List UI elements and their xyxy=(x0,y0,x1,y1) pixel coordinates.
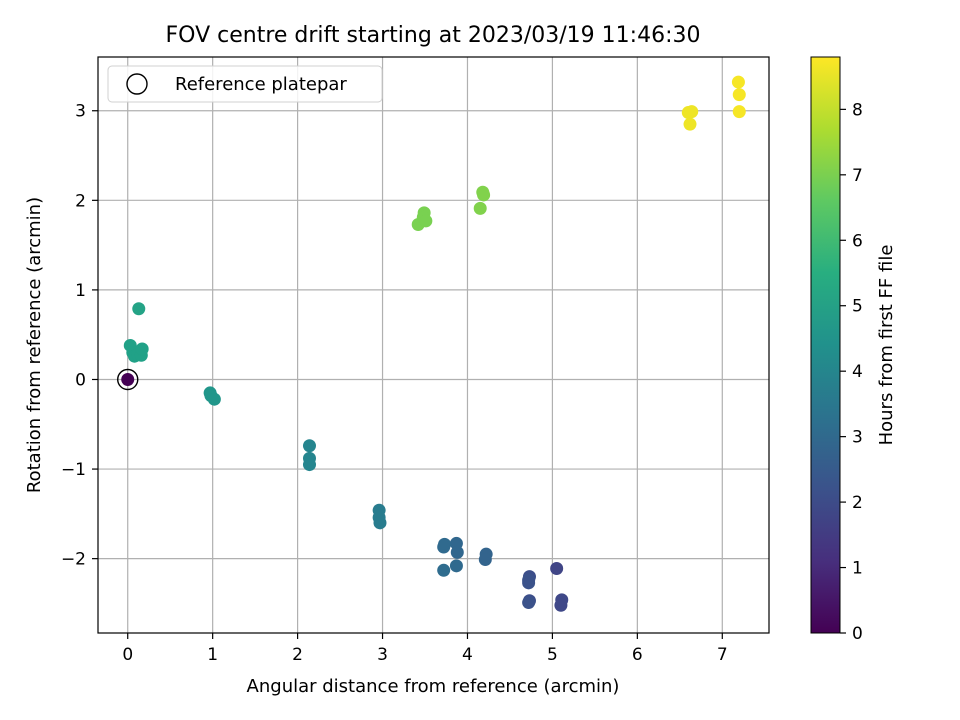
colorbar-tick-label: 8 xyxy=(852,100,863,120)
grid-lines xyxy=(98,57,769,633)
data-point xyxy=(522,596,536,610)
data-point xyxy=(373,516,387,530)
data-points xyxy=(117,75,746,612)
x-axis-label: Angular distance from reference (arcmin) xyxy=(247,676,620,697)
reference-marker xyxy=(117,368,139,391)
chart-title: FOV centre drift starting at 2023/03/19 … xyxy=(166,23,701,48)
data-point xyxy=(132,302,146,316)
data-point xyxy=(449,559,463,573)
y-axis-ticks: −2 −1 0 1 2 3 xyxy=(61,102,98,570)
data-point xyxy=(121,372,135,386)
data-point xyxy=(473,201,487,215)
data-point xyxy=(522,576,536,590)
x-tick-label: 0 xyxy=(122,645,133,665)
x-tick-label: 1 xyxy=(207,645,218,665)
data-point xyxy=(207,392,221,406)
data-point xyxy=(554,598,568,612)
legend-box xyxy=(107,65,383,103)
colorbar-tick-label: 5 xyxy=(852,297,863,317)
x-tick-label: 4 xyxy=(462,645,473,665)
data-point xyxy=(450,545,464,559)
y-tick-label: 2 xyxy=(75,191,86,211)
y-tick-label: 1 xyxy=(75,281,86,301)
legend: Reference platepar xyxy=(107,65,383,103)
y-tick-label: −2 xyxy=(61,550,86,570)
data-point xyxy=(477,188,491,202)
data-point xyxy=(550,562,564,576)
data-point xyxy=(437,540,451,554)
data-point xyxy=(302,458,316,472)
colorbar-ticks: 0 1 2 3 4 5 6 7 8 xyxy=(840,100,863,644)
data-point xyxy=(419,214,433,228)
colorbar-tick-label: 3 xyxy=(852,428,863,448)
x-tick-label: 6 xyxy=(632,645,643,665)
data-point xyxy=(731,75,745,89)
colorbar-tick-label: 2 xyxy=(852,493,863,513)
x-tick-label: 2 xyxy=(292,645,303,665)
legend-label: Reference platepar xyxy=(175,74,347,95)
colorbar-tick-label: 6 xyxy=(852,231,863,251)
colorbar-tick-label: 0 xyxy=(852,624,863,644)
y-axis-label: Rotation from reference (arcmin) xyxy=(24,197,45,493)
x-axis-ticks: 0 1 2 3 4 5 6 7 xyxy=(122,633,728,665)
data-point xyxy=(685,105,699,119)
plot-frame xyxy=(97,56,770,634)
x-tick-label: 7 xyxy=(717,645,728,665)
x-tick-label: 3 xyxy=(377,645,388,665)
colorbar-label: Hours from first FF file xyxy=(876,245,897,446)
x-tick-label: 5 xyxy=(547,645,558,665)
data-point xyxy=(135,342,149,356)
data-point xyxy=(478,553,492,567)
data-point xyxy=(683,117,697,131)
colorbar-tick-label: 4 xyxy=(852,362,863,382)
y-tick-label: 0 xyxy=(75,370,86,390)
data-point xyxy=(732,105,746,119)
data-point xyxy=(302,439,316,453)
data-point xyxy=(437,563,451,577)
legend-marker xyxy=(126,73,148,95)
colorbar xyxy=(810,56,841,634)
y-tick-label: 3 xyxy=(75,102,86,122)
data-point xyxy=(732,88,746,102)
colorbar-tick-label: 7 xyxy=(852,166,863,186)
colorbar-tick-label: 1 xyxy=(852,559,863,579)
y-tick-label: −1 xyxy=(61,460,86,480)
